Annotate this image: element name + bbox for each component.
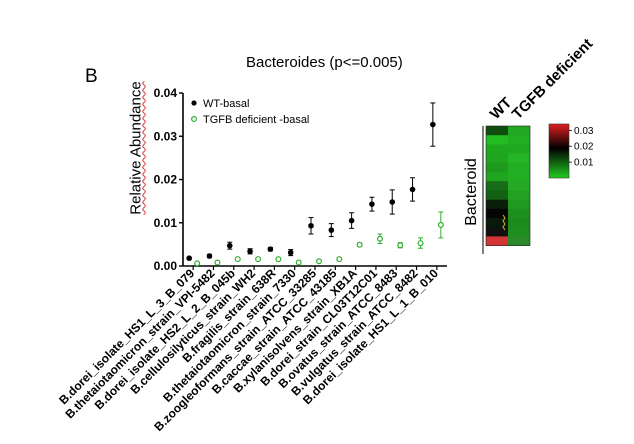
data-point-tgfb	[336, 256, 343, 263]
data-point-wt	[348, 217, 355, 224]
data-point-wt	[369, 201, 375, 207]
colorbar-tick-label: 0.02	[574, 142, 594, 153]
data-point-tgfb	[295, 259, 302, 266]
legend: WT-basal TGFB deficient -basal	[191, 98, 309, 126]
plot-axes: 0.00 0.01 0.02 0.03 0.04	[154, 86, 447, 273]
data-point-tgfb	[316, 258, 323, 265]
heatmap-speckle	[502, 214, 506, 231]
data-point-tgfb	[255, 256, 262, 263]
heatmap-cell	[508, 199, 530, 210]
data-point-wt	[389, 199, 396, 205]
data-point-tgfb	[214, 259, 221, 266]
heatmap-frame	[485, 125, 531, 246]
data-point-tgfb	[376, 235, 383, 242]
data-point-tgfb	[356, 241, 363, 248]
heatmap-cell	[508, 172, 530, 182]
heatmap-cell	[508, 218, 530, 228]
heatmap-cell	[486, 126, 508, 136]
data-point-tgfb	[234, 256, 241, 263]
legend-label-tgfb: TGFB deficient -basal	[203, 114, 309, 126]
data-point-wt	[247, 248, 253, 255]
heatmap-cell	[486, 218, 508, 228]
plot-marks	[186, 102, 444, 267]
chart-title: Bacteroides (p<=0.005)	[246, 54, 403, 71]
legend-marker-wt	[191, 100, 197, 106]
heatmap-col-label-tgfb: TGFB deficient	[509, 35, 596, 122]
heatmap-cell	[486, 190, 508, 200]
data-point-wt	[267, 246, 274, 252]
x-tick-labels: B.dorei_isolate_HS1_L_3_B_079B.thetaiota…	[56, 266, 441, 434]
data-point-tgfb	[437, 221, 444, 228]
data-point-wt	[287, 249, 294, 256]
y-tick-label: 0.03	[154, 129, 178, 143]
y-tick-label: 0.00	[154, 259, 178, 273]
data-point-tgfb	[275, 256, 282, 263]
heatmap-cell	[486, 208, 508, 219]
data-point-wt	[226, 242, 233, 249]
heatmap-cell	[486, 199, 508, 210]
data-point-tgfb	[397, 242, 404, 249]
heatmap-cell	[508, 162, 530, 173]
data-point-tgfb	[194, 260, 201, 267]
y-tick-label: 0.01	[154, 216, 178, 230]
data-point-wt	[186, 255, 192, 262]
data-point-wt	[308, 222, 314, 229]
colorbar	[548, 123, 570, 179]
data-point-wt	[206, 253, 213, 259]
heatmap-cell	[508, 208, 530, 219]
legend-label-wt: WT-basal	[203, 98, 249, 110]
chart-title-text: Bacteroides (p<=0.005)	[246, 54, 403, 71]
heatmap-cell	[508, 126, 530, 136]
heatmap-cell	[508, 181, 530, 191]
y-tick-label: 0.04	[154, 86, 178, 100]
colorbar-tick-label: 0.03	[574, 126, 594, 137]
heatmap-cell	[508, 190, 530, 200]
legend-marker-tgfb	[191, 115, 198, 122]
heatmap-cell	[508, 135, 530, 145]
data-point-wt	[409, 186, 416, 193]
heatmap-cell	[486, 162, 508, 173]
heatmap-cell	[508, 153, 530, 164]
heatmap-cell	[486, 144, 508, 154]
heatmap-cell	[486, 135, 508, 145]
heatmap-cell	[486, 153, 508, 164]
heatmap-cell	[508, 144, 530, 154]
heatmap-cell	[486, 172, 508, 182]
heatmap-row-label: Bacteroid	[463, 158, 480, 226]
heatmap-cell	[486, 236, 508, 246]
colorbar-tick-label: 0.01	[574, 158, 594, 169]
data-point-tgfb	[417, 240, 424, 247]
data-point-wt	[430, 121, 436, 128]
heatmap-cell	[486, 181, 508, 191]
heatmap-cell	[508, 236, 530, 246]
heatmap-cell	[486, 227, 508, 237]
panel-letter: B	[85, 66, 98, 87]
y-tick-label: 0.02	[154, 173, 178, 187]
heatmap-cell	[508, 227, 530, 237]
data-point-wt	[328, 227, 335, 233]
